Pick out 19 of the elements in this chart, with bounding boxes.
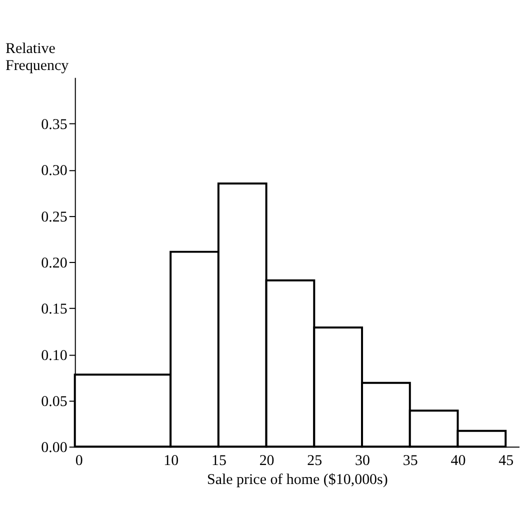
y-tick-label: 0.35 (41, 116, 68, 133)
y-tick-label: 0.00 (41, 440, 68, 456)
x-tick-label: 25 (307, 453, 322, 470)
x-tick-label: 20 (259, 453, 274, 470)
x-tick-label: 45 (498, 453, 514, 470)
y-tick-label: 0.30 (41, 163, 68, 180)
x-tick-label: 15 (211, 453, 226, 470)
x-tick-label: 35 (402, 453, 418, 470)
x-tick-label: 40 (450, 453, 466, 470)
y-tick-label: 0.15 (41, 302, 68, 318)
y-axis-title: Relative Frequency (5, 40, 70, 74)
y-tick-label: 0.25 (41, 209, 68, 226)
x-tick-label: 0 (75, 453, 83, 470)
y-tick-label: 0.10 (41, 348, 68, 364)
y-tick-label: 0.05 (41, 394, 68, 410)
x-axis-title: Sale price of home ($10,000s) (207, 472, 388, 488)
x-tick-label: 30 (355, 453, 370, 470)
x-tick-label: 10 (164, 453, 179, 470)
y-tick-label: 0.20 (41, 255, 68, 272)
